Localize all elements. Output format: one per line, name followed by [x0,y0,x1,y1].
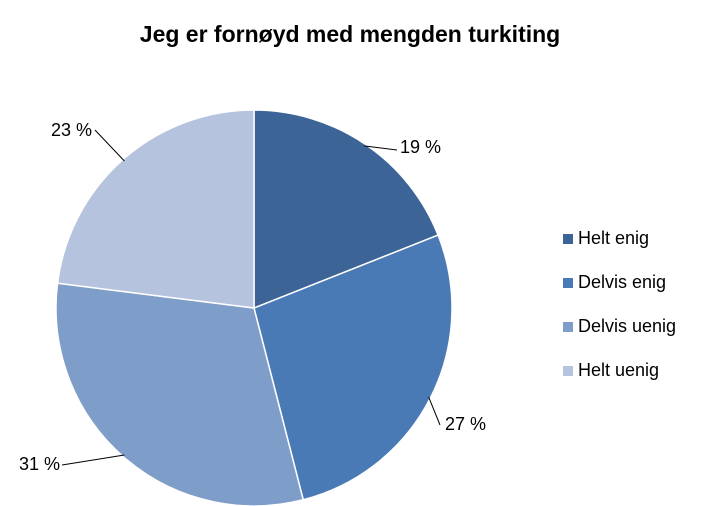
legend-swatch [563,278,573,288]
legend-label: Delvis uenig [578,316,676,336]
leader-line [364,145,398,151]
data-label: 23 % [51,120,92,140]
data-label: 19 % [400,137,441,157]
pie-slice [253,234,453,501]
data-label: 31 % [19,454,60,474]
legend-swatch [563,366,573,376]
leader-line [94,129,125,162]
chart-title: Jeg er fornøyd med mengden turkiting [140,21,560,47]
pie-slice [253,109,440,310]
data-label: 27 % [445,414,486,434]
leader-line [428,396,441,426]
legend-swatch [563,322,573,332]
legend-label: Helt enig [578,228,649,248]
legend-label: Delvis enig [578,272,666,292]
leader-line [61,454,125,466]
legend-label: Helt uenig [578,360,659,380]
legend-swatch [563,234,573,244]
